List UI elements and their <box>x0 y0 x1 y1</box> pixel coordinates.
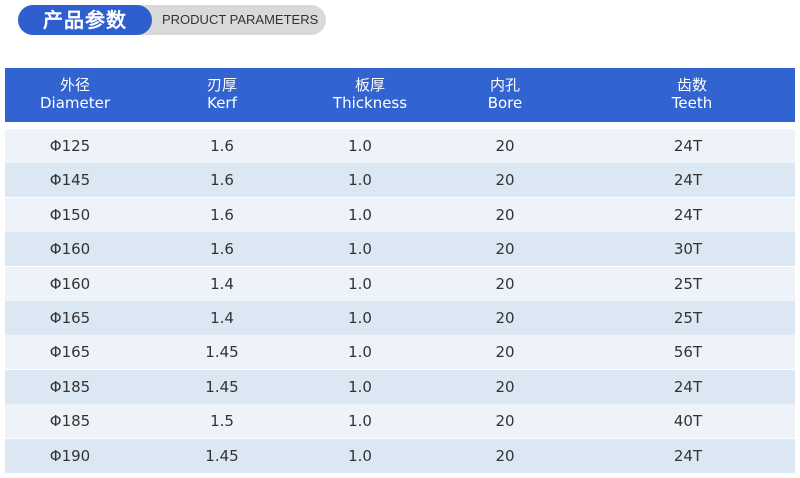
table-row: Φ160 1.4 1.0 20 25T <box>5 266 795 301</box>
table-cell: 1.45 <box>205 343 239 362</box>
table-cell: 20 <box>495 137 515 155</box>
table-cell: Φ185 <box>49 412 91 431</box>
table-cell: Φ190 <box>49 446 91 465</box>
table-cell: 1.0 <box>348 205 372 224</box>
heading-title: 产品参数 <box>18 5 152 35</box>
table-cell: 1.6 <box>210 137 234 155</box>
table-row: Φ145 1.6 1.0 20 24T <box>5 163 795 198</box>
table-cell: 1.0 <box>348 309 372 327</box>
column-header-zh: 板厚 <box>354 76 385 94</box>
table-cell: 1.6 <box>210 205 234 224</box>
table-row: Φ165 1.4 1.0 20 25T <box>5 301 795 335</box>
table-cell: Φ165 <box>49 309 91 327</box>
heading-subtitle: PRODUCT PARAMETERS <box>162 12 319 27</box>
table-row: Φ185 1.45 1.0 20 24T <box>5 369 795 404</box>
table-cell: 1.0 <box>348 137 372 155</box>
table-cell: 20 <box>495 309 515 327</box>
column-header-zh: 外径 <box>59 76 90 94</box>
table-cell: 1.45 <box>205 446 239 465</box>
table-cell: 1.6 <box>210 171 234 190</box>
table-cell: 24T <box>673 377 703 396</box>
table-cell: 1.0 <box>348 240 372 259</box>
table-cell: Φ125 <box>49 137 91 155</box>
table-cell: 24T <box>673 137 703 155</box>
table-row: Φ185 1.5 1.0 20 40T <box>5 404 795 439</box>
table-cell: 24T <box>673 446 703 465</box>
table-cell: 1.0 <box>348 446 372 465</box>
table-cell: 24T <box>673 205 703 224</box>
table-cell: 1.45 <box>205 377 239 396</box>
table-cell: 20 <box>495 240 515 259</box>
table-cell: 1.4 <box>210 309 234 327</box>
table-cell: 1.6 <box>210 240 234 259</box>
column-header-zh: 齿数 <box>676 76 707 94</box>
table-cell: Φ160 <box>49 240 91 259</box>
table-cell: 1.0 <box>348 377 372 396</box>
table-cell: 1.0 <box>348 171 372 190</box>
table-cell: 1.5 <box>210 412 234 431</box>
table-cell: 20 <box>495 412 515 431</box>
table-cell: 25T <box>673 274 703 293</box>
column-header: 齿数 Teeth <box>622 76 762 112</box>
table-cell: 1.4 <box>210 274 234 293</box>
column-header: 板厚 Thickness <box>300 76 440 112</box>
table-cell: Φ145 <box>49 171 91 190</box>
table-cell: 20 <box>495 205 515 224</box>
table-cell: 1.0 <box>348 274 372 293</box>
column-header: 刃厚 Kerf <box>152 76 292 112</box>
table-cell: 25T <box>673 309 703 327</box>
column-header-en: Diameter <box>39 94 111 112</box>
table-cell: 1.0 <box>348 343 372 362</box>
table-row: Φ190 1.45 1.0 20 24T <box>5 438 795 473</box>
table-cell: 20 <box>495 343 515 362</box>
table-cell: 56T <box>673 343 703 362</box>
table-cell: Φ160 <box>49 274 91 293</box>
column-header-en: Bore <box>487 94 523 112</box>
table-cell: 20 <box>495 377 515 396</box>
table-cell: 1.0 <box>348 412 372 431</box>
table-cell: 30T <box>673 240 703 259</box>
table-row: Φ165 1.45 1.0 20 56T <box>5 335 795 370</box>
table-cell: 24T <box>673 171 703 190</box>
table-header: 外径 Diameter 刃厚 Kerf 板厚 Thickness 内孔 Bore 齿数 Teeth <box>5 68 795 122</box>
table-row: Φ150 1.6 1.0 20 24T <box>5 197 795 232</box>
table-cell: 20 <box>495 446 515 465</box>
column-header: 内孔 Bore <box>435 76 575 112</box>
column-header-en: Kerf <box>207 94 237 112</box>
column-header-en: Teeth <box>671 94 713 112</box>
column-header-en: Thickness <box>332 94 408 112</box>
column-header-zh: 刃厚 <box>206 76 237 94</box>
table-cell: 20 <box>495 274 515 293</box>
table-row: Φ160 1.6 1.0 20 30T <box>5 232 795 267</box>
table-cell: 40T <box>673 412 703 431</box>
column-header-zh: 内孔 <box>489 76 520 94</box>
column-header: 外径 Diameter <box>5 76 145 112</box>
table-cell: 20 <box>495 171 515 190</box>
table-cell: Φ150 <box>49 205 91 224</box>
table-row: Φ125 1.6 1.0 20 24T <box>5 129 795 163</box>
table-cell: Φ185 <box>49 377 91 396</box>
table-cell: Φ165 <box>49 343 91 362</box>
